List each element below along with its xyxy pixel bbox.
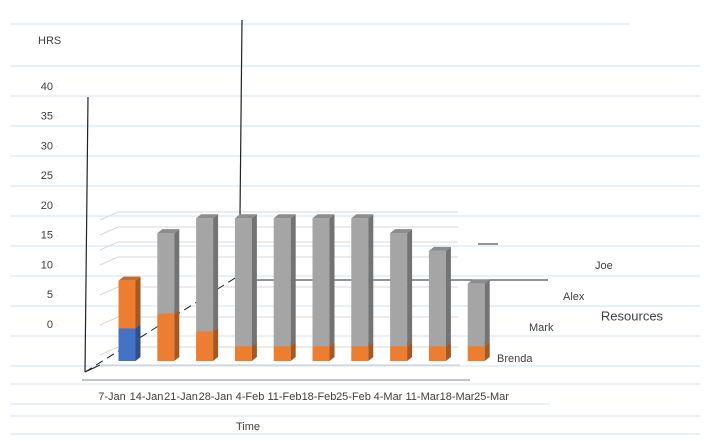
bar-side — [174, 229, 180, 314]
bar-segment — [467, 279, 490, 347]
bar-side — [135, 324, 141, 361]
bar-side — [407, 342, 413, 361]
x-tick-label: 21-Jan — [164, 391, 198, 403]
bar-segment — [312, 214, 335, 347]
bar-segment — [157, 309, 180, 361]
bar-front — [428, 250, 446, 347]
depth-axis-title: Resources — [601, 308, 664, 323]
x-axis-title: Time — [236, 421, 260, 433]
bar-front — [390, 233, 408, 347]
bar-segment — [118, 276, 141, 329]
bar-side — [290, 342, 296, 361]
bar-side — [290, 214, 296, 347]
bar-front — [234, 346, 252, 361]
y-tick-label: 35 — [41, 111, 53, 123]
depth-label: Joe — [595, 260, 613, 272]
bar-front — [157, 313, 175, 361]
bar-top — [351, 214, 374, 219]
bar-top — [428, 246, 451, 251]
y-tick-label: 30 — [41, 140, 53, 152]
bar-front — [351, 218, 369, 347]
bar-segment — [273, 214, 296, 347]
depth-label: Alex — [563, 291, 585, 303]
bar-top — [390, 229, 413, 234]
y-tick-label: 25 — [41, 170, 53, 182]
y-tick-label: 10 — [41, 259, 53, 271]
bar-front — [234, 218, 252, 347]
bar-top — [273, 214, 296, 219]
bar-side — [135, 276, 141, 329]
bar-front — [118, 328, 136, 361]
depth-label: Brenda — [497, 353, 533, 365]
bar-front — [428, 346, 446, 361]
bar-top — [234, 214, 257, 219]
x-tick-label: 25-Feb — [336, 391, 371, 403]
bar-side — [329, 342, 335, 361]
bar-segment — [157, 229, 180, 314]
x-tick-label: 14-Jan — [130, 391, 164, 403]
x-tick-label: 11-Mar — [405, 391, 439, 403]
bar-front — [118, 280, 136, 329]
bar-front — [312, 346, 330, 361]
bar-top — [118, 276, 141, 281]
bar-front — [312, 218, 330, 347]
y-tick-label: 20 — [41, 200, 53, 212]
bar-side — [368, 214, 374, 347]
bar-front — [196, 331, 214, 361]
bar-side — [368, 342, 374, 361]
bar-segment — [196, 214, 219, 332]
bar-side — [445, 342, 451, 361]
bar-side — [329, 214, 335, 347]
bar-top — [467, 279, 490, 284]
depth-label: Mark — [529, 322, 554, 334]
bar-side — [251, 214, 257, 347]
y-tick-label: 15 — [41, 230, 53, 242]
y-tick-label: 40 — [41, 81, 53, 93]
bar-segment — [118, 324, 141, 361]
x-tick-label: 4-Feb — [236, 391, 265, 403]
bar-front — [467, 346, 485, 361]
bar-top — [312, 214, 335, 219]
bar-segment — [196, 327, 219, 361]
y-tick-label: 0 — [47, 319, 53, 331]
bar-side — [174, 309, 180, 361]
x-tick-label: 28-Jan — [199, 391, 233, 403]
bar-front — [196, 218, 214, 332]
x-tick-label: 18-Feb — [302, 391, 337, 403]
bar-front — [390, 346, 408, 361]
bar-top — [157, 229, 180, 234]
bar-segment — [428, 246, 451, 347]
bar-front — [467, 283, 485, 347]
x-tick-label: 7-Jan — [98, 391, 126, 403]
bar-front — [351, 346, 369, 361]
bar-front — [273, 346, 291, 361]
x-tick-label: 25-Mar — [474, 391, 509, 403]
bar-segment — [234, 214, 257, 347]
x-tick-label: 11-Feb — [267, 391, 301, 403]
bar-side — [484, 279, 490, 347]
bar-front — [273, 218, 291, 347]
bar-segment — [390, 229, 413, 347]
bar-segment — [351, 214, 374, 347]
bar-side — [407, 229, 413, 347]
bar-top — [196, 214, 219, 219]
x-tick-label: 4-Mar — [374, 391, 403, 403]
x-tick-label: 18-Mar — [440, 391, 475, 403]
y-tick-label: 5 — [47, 289, 53, 301]
bar-side — [445, 246, 451, 347]
bar-side — [484, 342, 490, 361]
y-axis-title: HRS — [38, 35, 61, 47]
bar-side — [213, 327, 219, 361]
bar-side — [251, 342, 257, 361]
bar-front — [157, 233, 175, 314]
bar-side — [213, 214, 219, 332]
